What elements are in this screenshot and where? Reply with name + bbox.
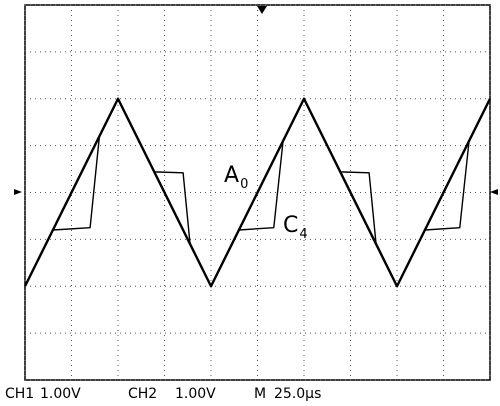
right-level-marker [490, 189, 498, 195]
trace-label-subscript: 0 [240, 177, 248, 192]
status-text: 25.0µs [274, 386, 321, 402]
trigger-marker [257, 6, 267, 14]
left-level-marker [14, 189, 22, 195]
status-text: CH1 [5, 386, 34, 402]
status-text: CH2 [128, 386, 157, 402]
trace-label: A [224, 163, 239, 188]
labels: A 0 C 4 CH1 1.00V CH2 1.00V M 25.0µs [5, 163, 321, 402]
trace-label-subscript: 4 [299, 227, 307, 242]
status-text: M [254, 386, 266, 402]
trace [24, 98, 491, 287]
trace-label: C [283, 213, 298, 238]
traces [23, 97, 492, 288]
status-text: 1.00V [175, 386, 216, 402]
status-text: 1.00V [40, 386, 81, 402]
